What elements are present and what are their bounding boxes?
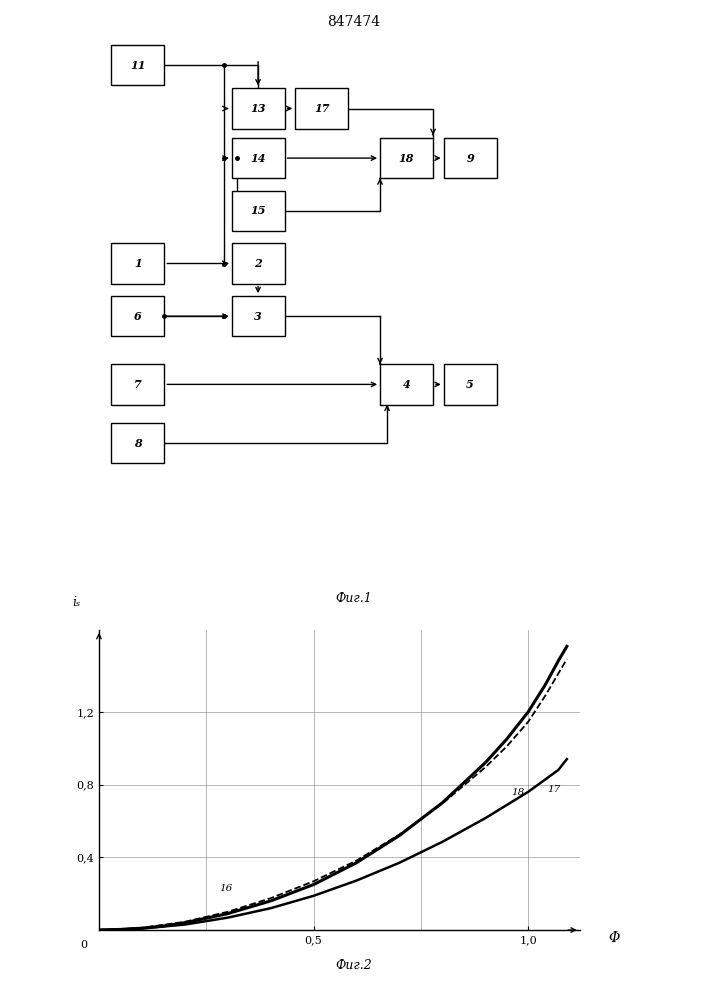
Text: 4: 4 bbox=[403, 379, 410, 390]
Text: 15: 15 bbox=[250, 205, 266, 216]
Text: 13: 13 bbox=[250, 103, 266, 114]
Bar bbox=[444, 364, 496, 405]
Text: 14: 14 bbox=[250, 153, 266, 164]
Bar bbox=[232, 296, 284, 336]
Text: 1: 1 bbox=[134, 258, 141, 269]
Text: 2: 2 bbox=[255, 258, 262, 269]
Bar bbox=[444, 138, 496, 178]
Text: 17: 17 bbox=[314, 103, 329, 114]
Text: Φ: Φ bbox=[609, 931, 620, 945]
Text: 18: 18 bbox=[399, 153, 414, 164]
Text: 18: 18 bbox=[511, 788, 525, 797]
Text: 9: 9 bbox=[467, 153, 474, 164]
Bar bbox=[380, 138, 433, 178]
Bar bbox=[232, 88, 284, 129]
Text: 847474: 847474 bbox=[327, 15, 380, 29]
Bar bbox=[112, 364, 164, 405]
Bar bbox=[380, 364, 433, 405]
Text: Фиг.1: Фиг.1 bbox=[335, 591, 372, 604]
Text: 3: 3 bbox=[255, 311, 262, 322]
Text: 0: 0 bbox=[80, 940, 87, 950]
Bar bbox=[296, 88, 348, 129]
Bar bbox=[232, 138, 284, 178]
Text: Фиг.2: Фиг.2 bbox=[335, 959, 372, 972]
Bar bbox=[112, 423, 164, 463]
Text: 7: 7 bbox=[134, 379, 141, 390]
Text: iₛ: iₛ bbox=[73, 596, 81, 609]
Bar bbox=[232, 191, 284, 231]
Text: 8: 8 bbox=[134, 438, 141, 449]
Bar bbox=[112, 296, 164, 336]
Text: 5: 5 bbox=[467, 379, 474, 390]
Text: 16: 16 bbox=[219, 884, 233, 893]
Bar bbox=[112, 45, 164, 85]
Text: 6: 6 bbox=[134, 311, 141, 322]
Text: 17: 17 bbox=[547, 785, 561, 794]
Bar bbox=[112, 243, 164, 284]
Text: 11: 11 bbox=[130, 60, 146, 71]
Bar bbox=[232, 243, 284, 284]
